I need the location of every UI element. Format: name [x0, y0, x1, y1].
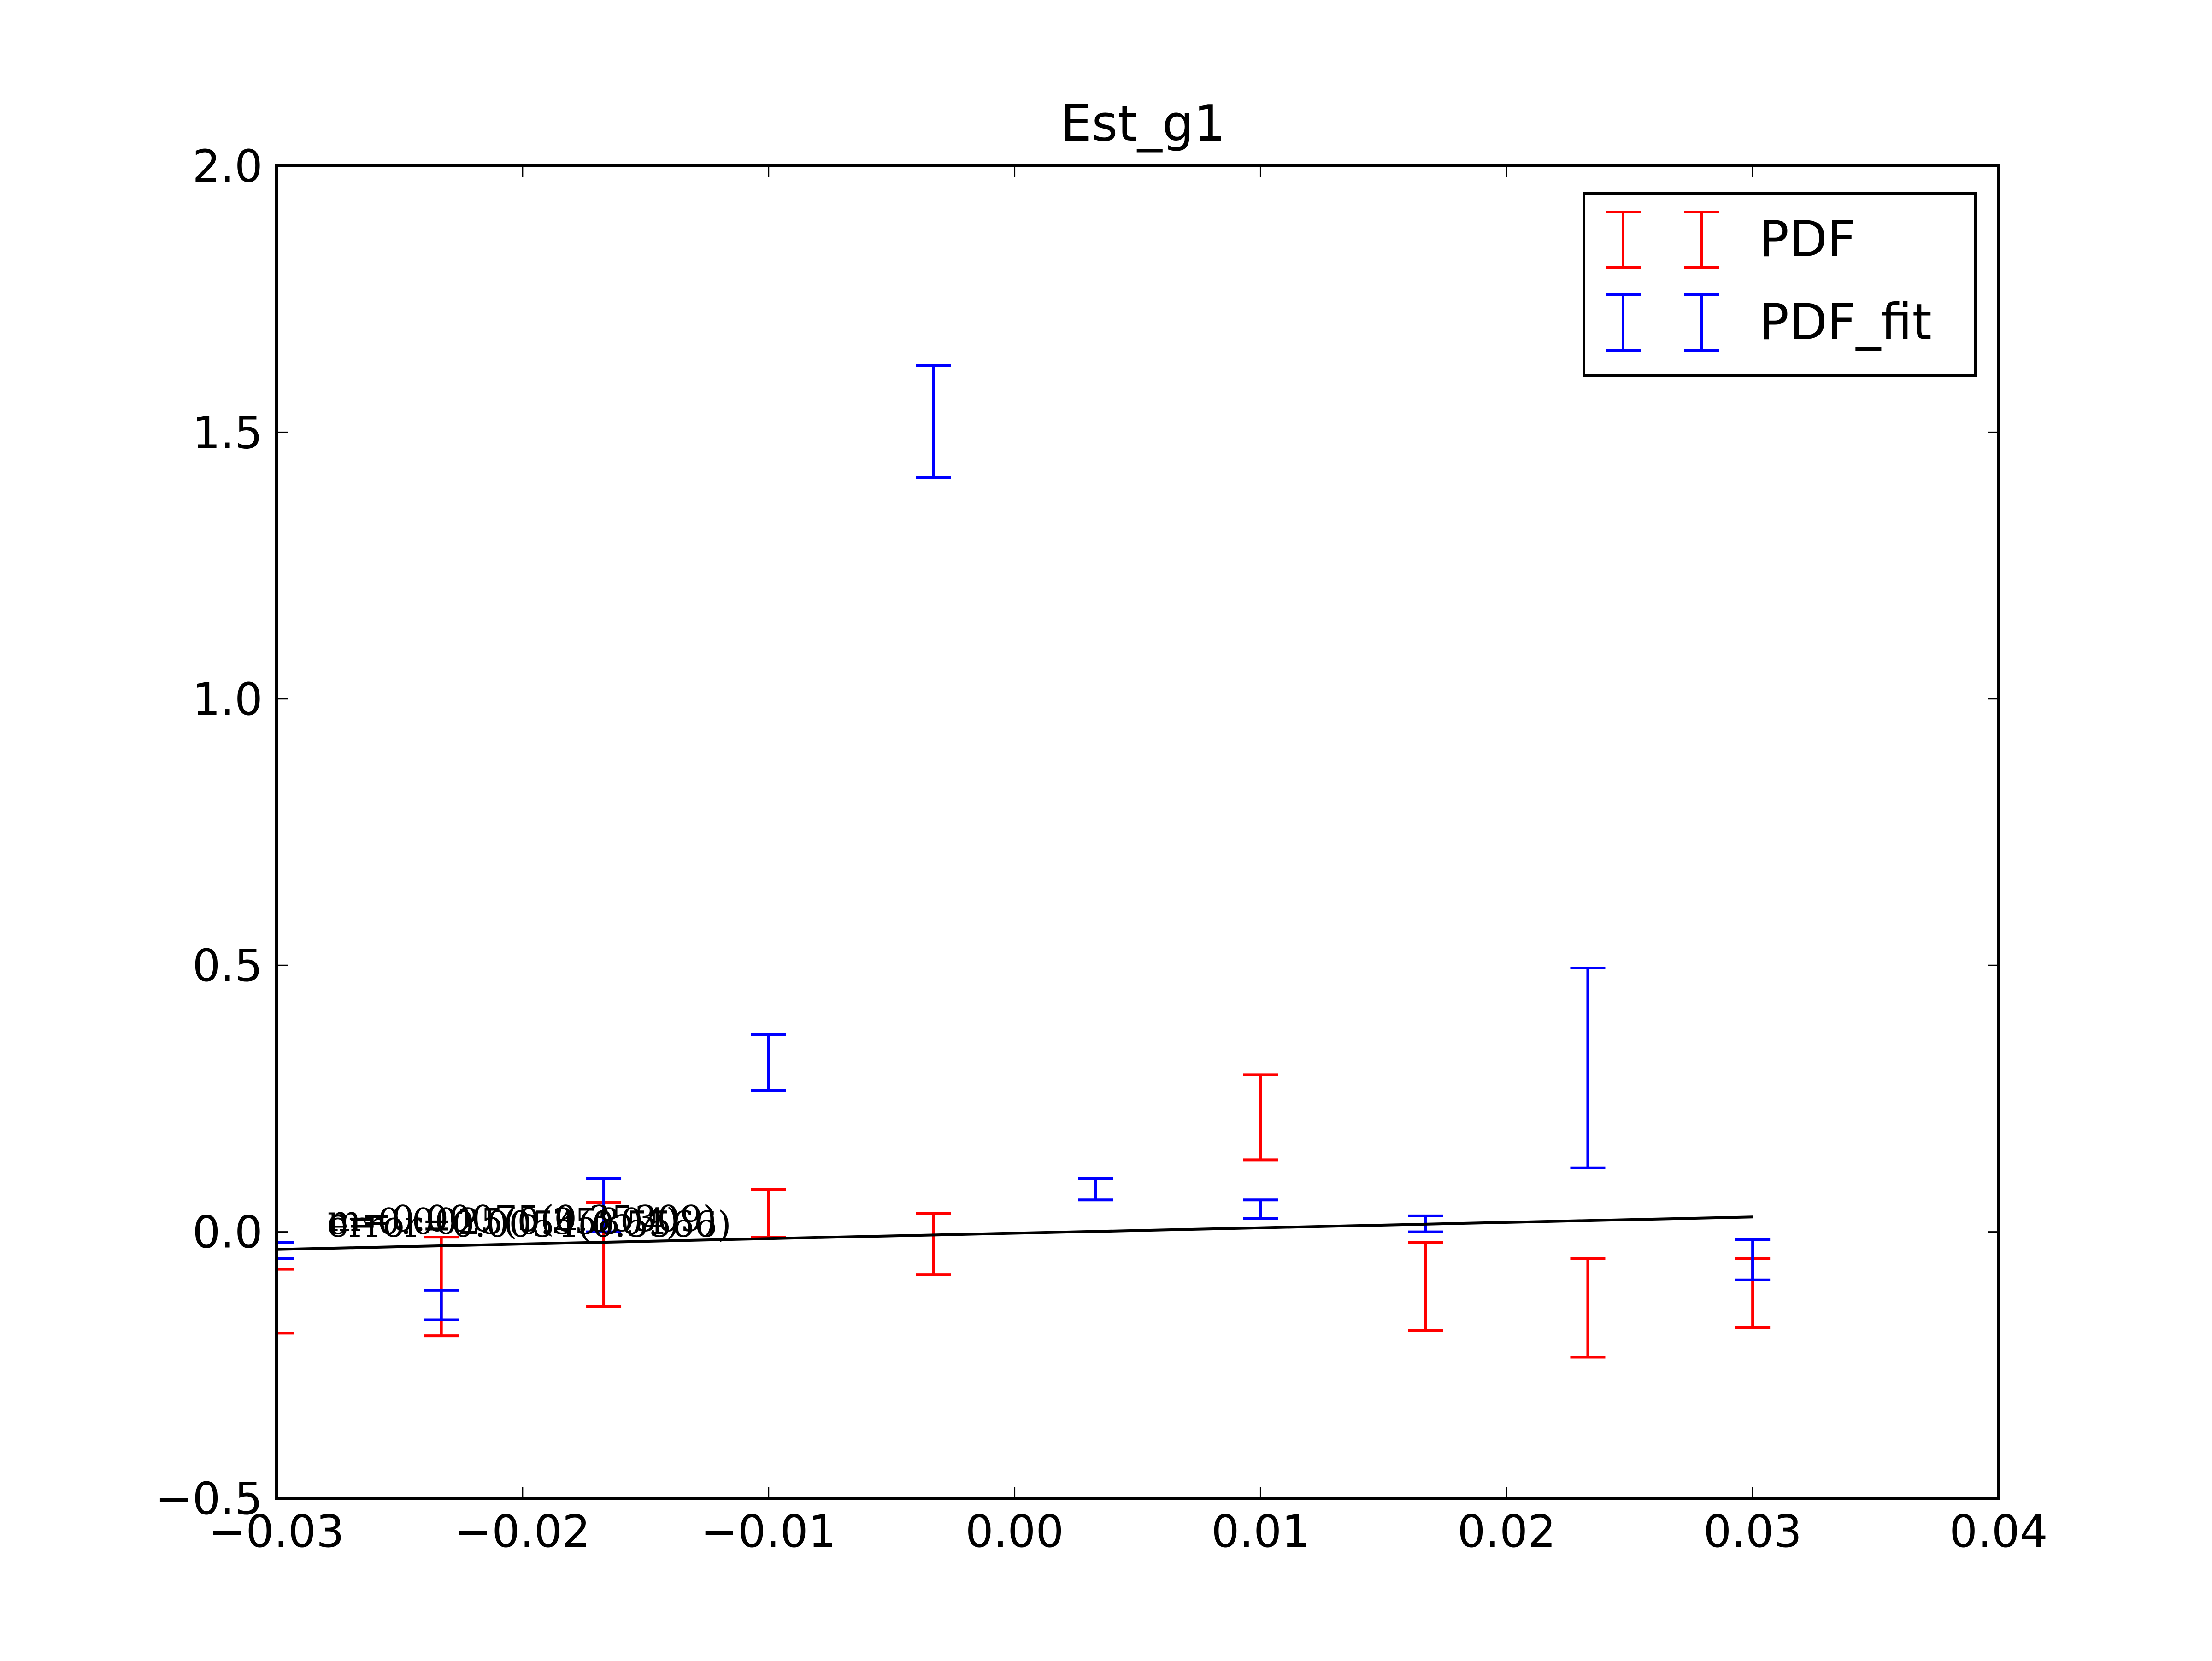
x-tick-label: 0.01: [1212, 1506, 1310, 1557]
legend-label: PDF_fit: [1759, 293, 1932, 351]
x-tick-label: 0.03: [1703, 1506, 1802, 1557]
y-tick-label: 2.0: [192, 141, 263, 192]
annotation-error: error=0.0054(0.5566): [327, 1204, 731, 1245]
annotation-intercept: c=0.0025(0.35804): [327, 1201, 680, 1243]
x-tick-label: 0.04: [1949, 1506, 2048, 1557]
x-tick-label: −0.02: [455, 1506, 590, 1557]
annotation-slope: m=0.00075(0.35309): [327, 1198, 717, 1240]
y-tick-label: 0.0: [192, 1207, 263, 1258]
y-tick-label: 1.0: [192, 674, 263, 725]
legend-swatch: [1606, 293, 1719, 352]
plot-frame: [275, 164, 2000, 1500]
legend-box: [1583, 192, 1977, 377]
data-marks: [276, 364, 1771, 1359]
y-tick-label: 0.5: [192, 940, 263, 992]
fit-annotation: m=0.00075(0.35309) c=0.0025(0.35804) err…: [327, 1198, 731, 1245]
fit-line: [276, 1215, 1753, 1251]
legend: PDF PDF_fit: [1583, 192, 1977, 377]
x-tick-label: 0.02: [1457, 1506, 1556, 1557]
chart-title: Est_g1: [1060, 95, 1225, 153]
tick-marks: [276, 165, 2000, 1499]
legend-swatch: [1606, 211, 1719, 269]
x-tick-label: 0.00: [965, 1506, 1064, 1557]
x-tick-label: −0.01: [701, 1506, 836, 1557]
y-tick-label: 1.5: [192, 407, 263, 458]
y-tick-label: −0.5: [155, 1473, 263, 1525]
x-tick-label: −0.03: [209, 1506, 344, 1557]
legend-label: PDF: [1759, 211, 1856, 268]
